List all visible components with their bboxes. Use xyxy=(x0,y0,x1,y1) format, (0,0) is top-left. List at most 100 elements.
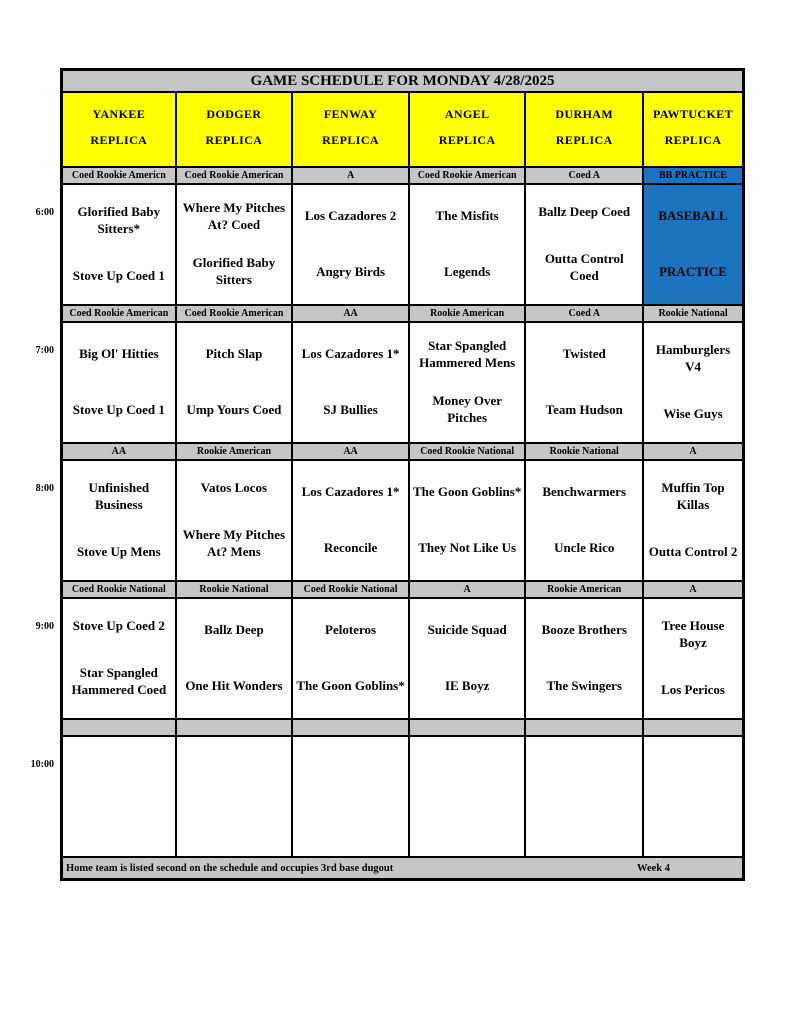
visitor-team: The Misfits xyxy=(435,208,499,224)
footer-cell: Home team is listed second on the schedu… xyxy=(63,858,742,878)
game-cell: Ballz Deep Coed Outta Control Coed xyxy=(526,185,643,304)
field-name: PAWTUCKET xyxy=(652,106,734,121)
division-label: A xyxy=(644,582,742,597)
home-team: Stove Up Coed 1 xyxy=(72,401,165,417)
home-team: One Hit Wonders xyxy=(185,677,283,693)
home-team: The Swingers xyxy=(546,677,622,693)
field-name: DODGER xyxy=(206,106,262,121)
game-cell xyxy=(644,737,742,856)
home-team: PRACTICE xyxy=(659,263,727,279)
division-label: A xyxy=(293,168,408,183)
home-team: Stove Up Coed 1 xyxy=(72,268,165,284)
game-cell: Benchwarmers Uncle Rico xyxy=(526,461,643,580)
game-cell: Pitch Slap Ump Yours Coed xyxy=(176,323,292,442)
games-row-700: Big Ol' Hitties Stove Up Coed 1 Pitch Slap… xyxy=(63,323,742,442)
division-label: BB PRACTICE xyxy=(644,168,742,183)
division-label: Rookie American xyxy=(176,444,292,459)
division-label: A xyxy=(409,582,525,597)
game-cell: Unfinished Business Stove Up Mens xyxy=(63,461,175,580)
division-row-600: Coed Rookie Americn Coed Rookie American A… xyxy=(63,168,742,183)
visitor-team: Suicide Squad xyxy=(427,622,507,638)
division-label: Coed Rookie Americn xyxy=(63,168,175,183)
game-cell: Hamburglers V4 Wise Guys xyxy=(644,323,742,442)
field-header-fenway: FENWAY REPLICA xyxy=(293,93,408,166)
home-team: Outta Control Coed xyxy=(544,251,624,284)
visitor-team: Glorified Baby Sitters* xyxy=(77,204,161,236)
division-label: Coed Rookie American xyxy=(176,306,292,321)
field-header-dodger: DODGER REPLICA xyxy=(176,93,292,166)
division-label: A xyxy=(644,444,742,459)
field-header-yankee: YANKEE REPLICA xyxy=(63,93,175,166)
home-team: The Goon Goblins* xyxy=(296,677,405,693)
visitor-team: Booze Brothers xyxy=(541,622,627,638)
footer-bar: Home team is listed second on the schedu… xyxy=(63,858,742,878)
division-label xyxy=(293,720,408,735)
footer-note: Home team is listed second on the schedu… xyxy=(66,862,394,874)
game-cell: The Misfits Legends xyxy=(409,185,525,304)
home-team: Stove Up Mens xyxy=(76,544,161,560)
division-label: Coed Rookie American xyxy=(63,306,175,321)
division-row-800: AA Rookie American AA Coed Rookie National R… xyxy=(63,444,742,459)
visitor-team: Vatos Locos xyxy=(200,480,268,496)
field-header-pawtucket: PAWTUCKET REPLICA xyxy=(644,93,742,166)
game-cell: Los Cazadores 1* Reconcile xyxy=(293,461,408,580)
game-cell: Tree House Boyz Los Pericos xyxy=(644,599,742,718)
division-label: Coed Rookie National xyxy=(63,582,175,597)
visitor-team: Peloteros xyxy=(325,622,377,638)
game-cell: Twisted Team Hudson xyxy=(526,323,643,442)
visitor-team: Los Cazadores 1* xyxy=(301,484,400,500)
game-cell: Peloteros The Goon Goblins* xyxy=(293,599,408,718)
home-team: Uncle Rico xyxy=(554,539,615,555)
visitor-team: Pitch Slap xyxy=(205,346,263,362)
visitor-team: Where My Pitches At? Coed xyxy=(182,199,286,232)
field-name: ANGEL xyxy=(444,106,490,121)
home-team: Outta Control 2 xyxy=(648,544,738,560)
visitor-team: Hamburglers V4 xyxy=(655,342,731,374)
schedule-title-bar: GAME SCHEDULE FOR MONDAY 4/28/2025 xyxy=(63,71,742,91)
game-cell: Stove Up Coed 2 Star Spangled Hammered Co… xyxy=(63,599,175,718)
visitor-team: Ballz Deep xyxy=(204,622,264,638)
visitor-team: Star Spangled Hammered Mens xyxy=(419,337,516,370)
division-label: AA xyxy=(293,444,408,459)
visitor-team: Los Cazadores 2 xyxy=(304,208,397,224)
schedule-title: GAME SCHEDULE FOR MONDAY 4/28/2025 xyxy=(63,71,742,91)
game-cell: The Goon Goblins* They Not Like Us xyxy=(409,461,525,580)
division-label xyxy=(526,720,643,735)
division-label: Rookie National xyxy=(176,582,292,597)
game-cell: Vatos Locos Where My Pitches At? Mens xyxy=(176,461,292,580)
games-row-1000 xyxy=(63,737,742,856)
home-team: Wise Guys xyxy=(663,406,723,422)
field-header-durham: DURHAM REPLICA xyxy=(526,93,643,166)
home-team: IE Boyz xyxy=(444,677,490,693)
games-row-800: Unfinished Business Stove Up Mens Vatos Lo… xyxy=(63,461,742,580)
visitor-team: The Goon Goblins* xyxy=(412,484,522,500)
field-header-angel: ANGEL REPLICA xyxy=(409,93,525,166)
division-label: Rookie American xyxy=(526,582,643,597)
games-row-600: Glorified Baby Sitters* Stove Up Coed 1 Wh… xyxy=(63,185,742,304)
game-cell: Big Ol' Hitties Stove Up Coed 1 xyxy=(63,323,175,442)
game-cell: Muffin Top Killas Outta Control 2 xyxy=(644,461,742,580)
division-label xyxy=(644,720,742,735)
division-label: Coed Rookie National xyxy=(293,582,408,597)
home-team: Where My Pitches At? Mens xyxy=(182,527,286,560)
division-label: Coed A xyxy=(526,306,643,321)
visitor-team: Tree House Boyz xyxy=(661,618,725,650)
time-label-700: 7:00 xyxy=(35,345,54,356)
home-team: SJ Bullies xyxy=(323,401,378,417)
game-cell xyxy=(176,737,292,856)
field-sub: REPLICA xyxy=(664,133,722,148)
home-team: Star Spangled Hammered Coed xyxy=(71,665,167,698)
game-cell: Star Spangled Hammered Mens Money Over Pi… xyxy=(409,323,525,442)
division-label: Coed Rookie National xyxy=(409,444,525,459)
visitor-team: BASEBALL xyxy=(658,208,728,224)
field-name: FENWAY xyxy=(323,106,378,121)
division-label: AA xyxy=(63,444,175,459)
visitor-team: Ballz Deep Coed xyxy=(538,204,631,220)
field-sub: REPLICA xyxy=(555,133,613,148)
division-label: Coed Rookie American xyxy=(176,168,292,183)
division-label xyxy=(63,720,175,735)
division-row-700: Coed Rookie American Coed Rookie American… xyxy=(63,306,742,321)
visitor-team: Los Cazadores 1* xyxy=(301,346,400,362)
division-label: Coed Rookie American xyxy=(409,168,525,183)
field-sub: REPLICA xyxy=(205,133,263,148)
